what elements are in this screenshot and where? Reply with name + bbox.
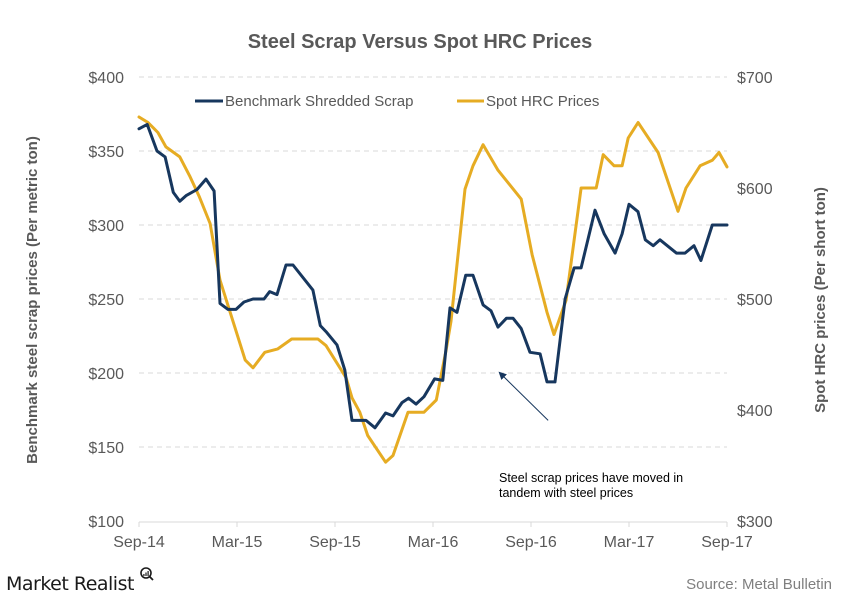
x-tick-label: Sep-17: [701, 534, 753, 551]
y-left-tick-label: $300: [88, 218, 124, 235]
legend-label-hrc: Spot HRC Prices: [486, 93, 599, 110]
y-axis-left-labels: $100 $150 $200 $250 $300 $350 $400: [88, 70, 124, 531]
x-tick-label: Mar-15: [212, 534, 263, 551]
series-line-shredded-scrap: [137, 122, 729, 430]
y-left-tick-label: $400: [88, 70, 124, 87]
x-axis-ticks: Sep-14 Mar-15 Sep-15 Mar-16 Sep-16 Mar-17 Sep-…: [113, 522, 753, 551]
brand-name: Market Realist: [6, 573, 134, 595]
magnifier-chart-icon: [140, 567, 154, 581]
y-left-tick-label: $150: [88, 440, 124, 457]
x-tick-label: Mar-17: [604, 534, 655, 551]
gridlines: [139, 76, 727, 448]
legend: Benchmark Shredded Scrap Spot HRC Prices: [195, 93, 599, 110]
x-tick-label: Sep-16: [505, 534, 557, 551]
x-tick-label: Sep-15: [309, 534, 361, 551]
y-axis-right-title: Spot HRC prices (Per short ton): [812, 187, 829, 413]
legend-label-scrap: Benchmark Shredded Scrap: [225, 93, 413, 110]
series-line-spot-hrc: [137, 115, 729, 464]
y-right-tick-label: $500: [737, 292, 773, 309]
y-right-tick-label: $400: [737, 403, 773, 420]
y-right-tick-label: $300: [737, 514, 773, 531]
y-right-tick-label: $700: [737, 70, 773, 87]
annotation-text-line-2: tandem with steel prices: [499, 486, 633, 500]
y-right-tick-label: $600: [737, 181, 773, 198]
series-group: [137, 115, 729, 464]
annotation-arrow: [498, 371, 549, 421]
y-left-tick-label: $250: [88, 292, 124, 309]
annotation: Steel scrap prices have moved in tandem …: [498, 371, 683, 500]
y-left-tick-label: $100: [88, 514, 124, 531]
y-axis-right-labels: $300 $400 $500 $600 $700: [737, 70, 773, 531]
x-tick-label: Sep-14: [113, 534, 165, 551]
source-note: Source: Metal Bulletin: [686, 576, 832, 593]
y-left-tick-label: $350: [88, 144, 124, 161]
brand-logo: Market Realist: [6, 567, 154, 595]
x-tick-label: Mar-16: [408, 534, 459, 551]
y-axis-left-title: Benchmark steel scrap prices (Per metric…: [24, 136, 41, 464]
chart-title: Steel Scrap Versus Spot HRC Prices: [248, 31, 593, 53]
y-left-tick-label: $200: [88, 366, 124, 383]
annotation-text-line-1: Steel scrap prices have moved in: [499, 471, 683, 485]
